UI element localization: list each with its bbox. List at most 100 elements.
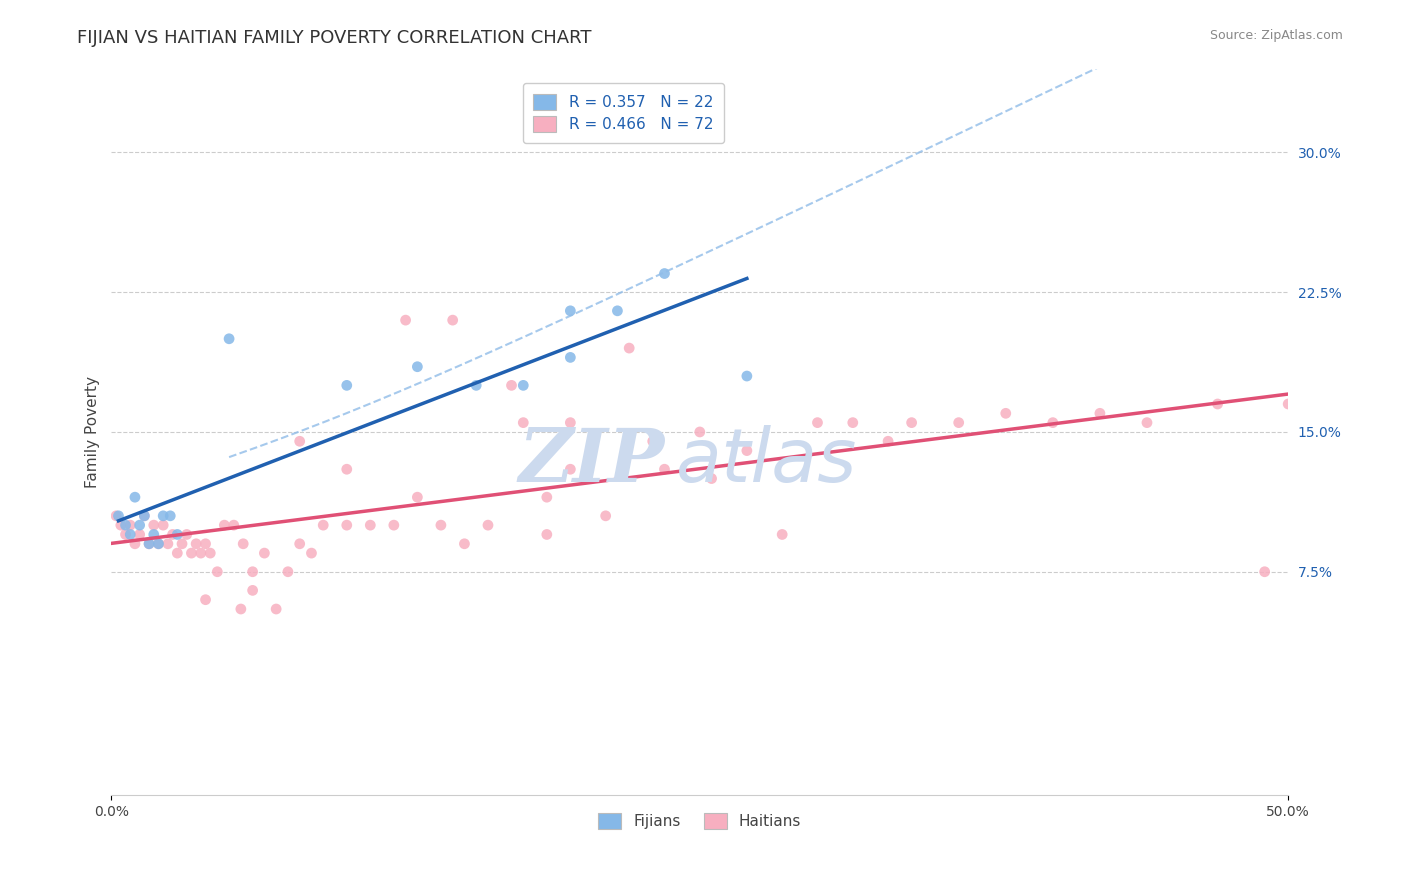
Legend: Fijians, Haitians: Fijians, Haitians bbox=[592, 806, 807, 835]
Point bbox=[207, 565, 229, 579]
Point bbox=[120, 518, 142, 533]
Point bbox=[166, 546, 188, 560]
Point bbox=[560, 351, 582, 365]
Point bbox=[124, 490, 146, 504]
Point bbox=[148, 537, 170, 551]
Point bbox=[735, 369, 758, 384]
Point bbox=[148, 537, 170, 551]
Point bbox=[453, 537, 475, 551]
Point bbox=[156, 537, 179, 551]
Text: Source: ZipAtlas.com: Source: ZipAtlas.com bbox=[1209, 29, 1343, 43]
Point bbox=[264, 602, 287, 616]
Point bbox=[430, 518, 453, 533]
Point bbox=[288, 434, 311, 449]
Point bbox=[512, 378, 534, 392]
Point bbox=[641, 434, 664, 449]
Point bbox=[159, 508, 181, 523]
Point bbox=[1253, 565, 1275, 579]
Point bbox=[948, 416, 970, 430]
Point bbox=[1042, 416, 1064, 430]
Point bbox=[1206, 397, 1229, 411]
Point bbox=[110, 518, 132, 533]
Point bbox=[512, 416, 534, 430]
Point bbox=[406, 359, 429, 374]
Point bbox=[114, 527, 136, 541]
Point bbox=[166, 527, 188, 541]
Point bbox=[218, 332, 240, 346]
Point bbox=[134, 508, 156, 523]
Point bbox=[336, 518, 359, 533]
Point bbox=[301, 546, 323, 560]
Point bbox=[900, 416, 922, 430]
Point bbox=[394, 313, 416, 327]
Point bbox=[806, 416, 828, 430]
Text: atlas: atlas bbox=[676, 425, 858, 497]
Text: ZIP: ZIP bbox=[519, 425, 665, 497]
Point bbox=[560, 303, 582, 318]
Point bbox=[700, 471, 723, 485]
Point bbox=[770, 527, 793, 541]
Point bbox=[128, 518, 150, 533]
Point bbox=[186, 537, 208, 551]
Point bbox=[877, 434, 900, 449]
Point bbox=[501, 378, 523, 392]
Point bbox=[176, 527, 198, 541]
Point bbox=[242, 583, 264, 598]
Point bbox=[1136, 416, 1159, 430]
Point bbox=[114, 518, 136, 533]
Point bbox=[1088, 406, 1111, 420]
Point bbox=[359, 518, 381, 533]
Point bbox=[134, 508, 156, 523]
Point bbox=[382, 518, 405, 533]
Point bbox=[128, 527, 150, 541]
Point bbox=[222, 518, 245, 533]
Text: FIJIAN VS HAITIAN FAMILY POVERTY CORRELATION CHART: FIJIAN VS HAITIAN FAMILY POVERTY CORRELA… bbox=[77, 29, 592, 47]
Point bbox=[180, 546, 202, 560]
Point bbox=[842, 416, 865, 430]
Point bbox=[242, 565, 264, 579]
Point bbox=[138, 537, 160, 551]
Point bbox=[194, 592, 217, 607]
Y-axis label: Family Poverty: Family Poverty bbox=[86, 376, 100, 488]
Point bbox=[536, 490, 558, 504]
Point bbox=[162, 527, 184, 541]
Point bbox=[253, 546, 276, 560]
Point bbox=[536, 527, 558, 541]
Point bbox=[560, 416, 582, 430]
Point bbox=[152, 518, 174, 533]
Point bbox=[619, 341, 641, 355]
Point bbox=[312, 518, 335, 533]
Point bbox=[107, 508, 129, 523]
Point bbox=[277, 565, 299, 579]
Point bbox=[152, 508, 174, 523]
Point bbox=[336, 378, 359, 392]
Point bbox=[406, 490, 429, 504]
Point bbox=[689, 425, 711, 439]
Point bbox=[214, 518, 236, 533]
Point bbox=[1277, 397, 1299, 411]
Point bbox=[735, 443, 758, 458]
Point bbox=[138, 537, 160, 551]
Point bbox=[654, 267, 676, 281]
Point bbox=[606, 303, 628, 318]
Point bbox=[105, 508, 128, 523]
Point bbox=[142, 527, 165, 541]
Point bbox=[560, 462, 582, 476]
Point bbox=[170, 537, 193, 551]
Point bbox=[124, 537, 146, 551]
Point bbox=[441, 313, 464, 327]
Point bbox=[465, 378, 488, 392]
Point bbox=[595, 508, 617, 523]
Point bbox=[194, 537, 217, 551]
Point bbox=[288, 537, 311, 551]
Point bbox=[336, 462, 359, 476]
Point bbox=[190, 546, 212, 560]
Point bbox=[654, 462, 676, 476]
Point bbox=[200, 546, 222, 560]
Point bbox=[994, 406, 1017, 420]
Point bbox=[232, 537, 254, 551]
Point bbox=[120, 527, 142, 541]
Point bbox=[229, 602, 252, 616]
Point bbox=[477, 518, 499, 533]
Point bbox=[142, 518, 165, 533]
